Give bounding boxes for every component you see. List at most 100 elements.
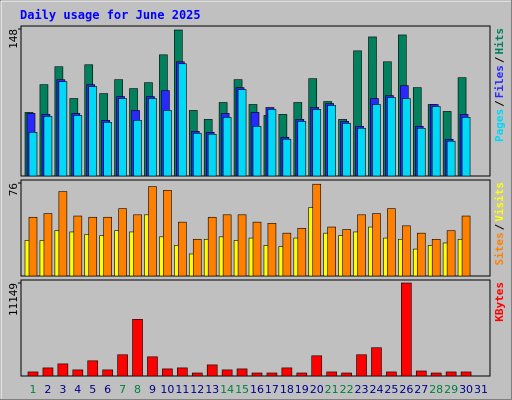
bar <box>43 116 53 177</box>
x-tick-label: 6 <box>104 383 111 396</box>
bar <box>357 214 366 277</box>
legend: Pages/Files/Hits <box>493 28 506 142</box>
bar <box>386 371 397 377</box>
bar <box>402 225 411 277</box>
legend: Sites /Visits <box>493 182 506 266</box>
bar <box>163 110 172 177</box>
bar <box>42 367 54 377</box>
bar <box>341 372 352 377</box>
bar <box>357 128 366 177</box>
bar <box>28 131 38 177</box>
x-tick-label: 14 <box>220 383 234 396</box>
bar <box>312 183 322 277</box>
bar <box>178 63 187 177</box>
bar <box>297 121 307 177</box>
x-tick-label: 12 <box>190 383 204 396</box>
bar <box>133 120 142 177</box>
bar <box>312 109 322 177</box>
bar <box>103 216 112 277</box>
bar <box>43 213 53 277</box>
bar <box>267 109 277 177</box>
bar <box>177 367 188 377</box>
legend-separator: / <box>493 56 506 63</box>
x-tick-label: 27 <box>414 383 428 396</box>
bar <box>356 354 367 377</box>
x-tick-label: 4 <box>74 383 81 396</box>
x-tick-label: 8 <box>134 383 141 396</box>
bar <box>326 371 337 377</box>
bar <box>327 226 336 277</box>
bar <box>252 221 262 277</box>
bar <box>58 191 68 277</box>
bar <box>251 372 263 377</box>
x-tick-label: 20 <box>310 383 324 396</box>
bar <box>297 227 307 277</box>
x-tick-label: 7 <box>119 383 126 396</box>
bar <box>401 282 412 377</box>
x-tick-label: 2 <box>44 383 51 396</box>
bar <box>207 216 217 277</box>
x-tick-label: 9 <box>149 383 156 396</box>
bar <box>342 229 351 277</box>
bar <box>311 355 323 377</box>
bar <box>281 367 293 377</box>
x-tick-label: 3 <box>59 383 66 396</box>
x-tick-label: 28 <box>429 383 443 396</box>
bar <box>192 238 202 277</box>
bar <box>327 105 336 177</box>
bar <box>191 372 203 377</box>
bar <box>206 364 218 377</box>
bar <box>88 216 98 277</box>
bar <box>58 81 68 177</box>
bar <box>267 223 277 277</box>
bar <box>178 221 187 277</box>
x-tick-label: 17 <box>265 383 279 396</box>
bar <box>430 372 442 377</box>
bar <box>266 372 278 377</box>
chart-title: Daily usage for June 2025 <box>20 8 201 22</box>
bar <box>87 360 99 377</box>
x-tick-label: 18 <box>280 383 294 396</box>
x-tick-label: 10 <box>160 383 174 396</box>
x-tick-label: 26 <box>399 383 413 396</box>
y-tick-label: 76 <box>7 183 20 196</box>
bar <box>252 126 262 177</box>
legend-entry: Sites <box>493 232 506 265</box>
x-tick-label: 21 <box>325 383 339 396</box>
bar <box>282 138 292 177</box>
bar <box>222 214 232 277</box>
x-tick-label: 23 <box>355 383 369 396</box>
x-tick-label: 16 <box>250 383 264 396</box>
legend-entry: Hits <box>493 28 506 55</box>
bar <box>431 238 441 277</box>
y-tick-label: 11149 <box>7 283 20 316</box>
x-tick-label: 29 <box>444 383 458 396</box>
bar <box>162 368 173 377</box>
bar <box>73 215 83 277</box>
bar <box>461 215 471 277</box>
bar <box>460 371 472 377</box>
bar <box>118 208 127 277</box>
bar <box>221 369 233 377</box>
bar <box>148 186 157 277</box>
bar <box>117 354 128 377</box>
bar <box>237 214 247 277</box>
y-tick-label: 148 <box>7 29 20 49</box>
bar <box>446 140 456 177</box>
bar <box>282 232 292 277</box>
bar <box>148 98 157 177</box>
bar <box>27 371 39 377</box>
legend-separator: / <box>493 223 506 230</box>
bar <box>57 363 69 377</box>
legend: KBytes <box>493 282 506 322</box>
legend-separator: / <box>493 100 506 107</box>
bar <box>416 232 426 277</box>
bar <box>132 319 143 377</box>
x-tick-label: 15 <box>235 383 249 396</box>
x-tick-label: 19 <box>295 383 309 396</box>
bar <box>237 89 247 177</box>
bar <box>415 370 427 377</box>
bar <box>222 117 232 177</box>
bar <box>402 98 411 177</box>
